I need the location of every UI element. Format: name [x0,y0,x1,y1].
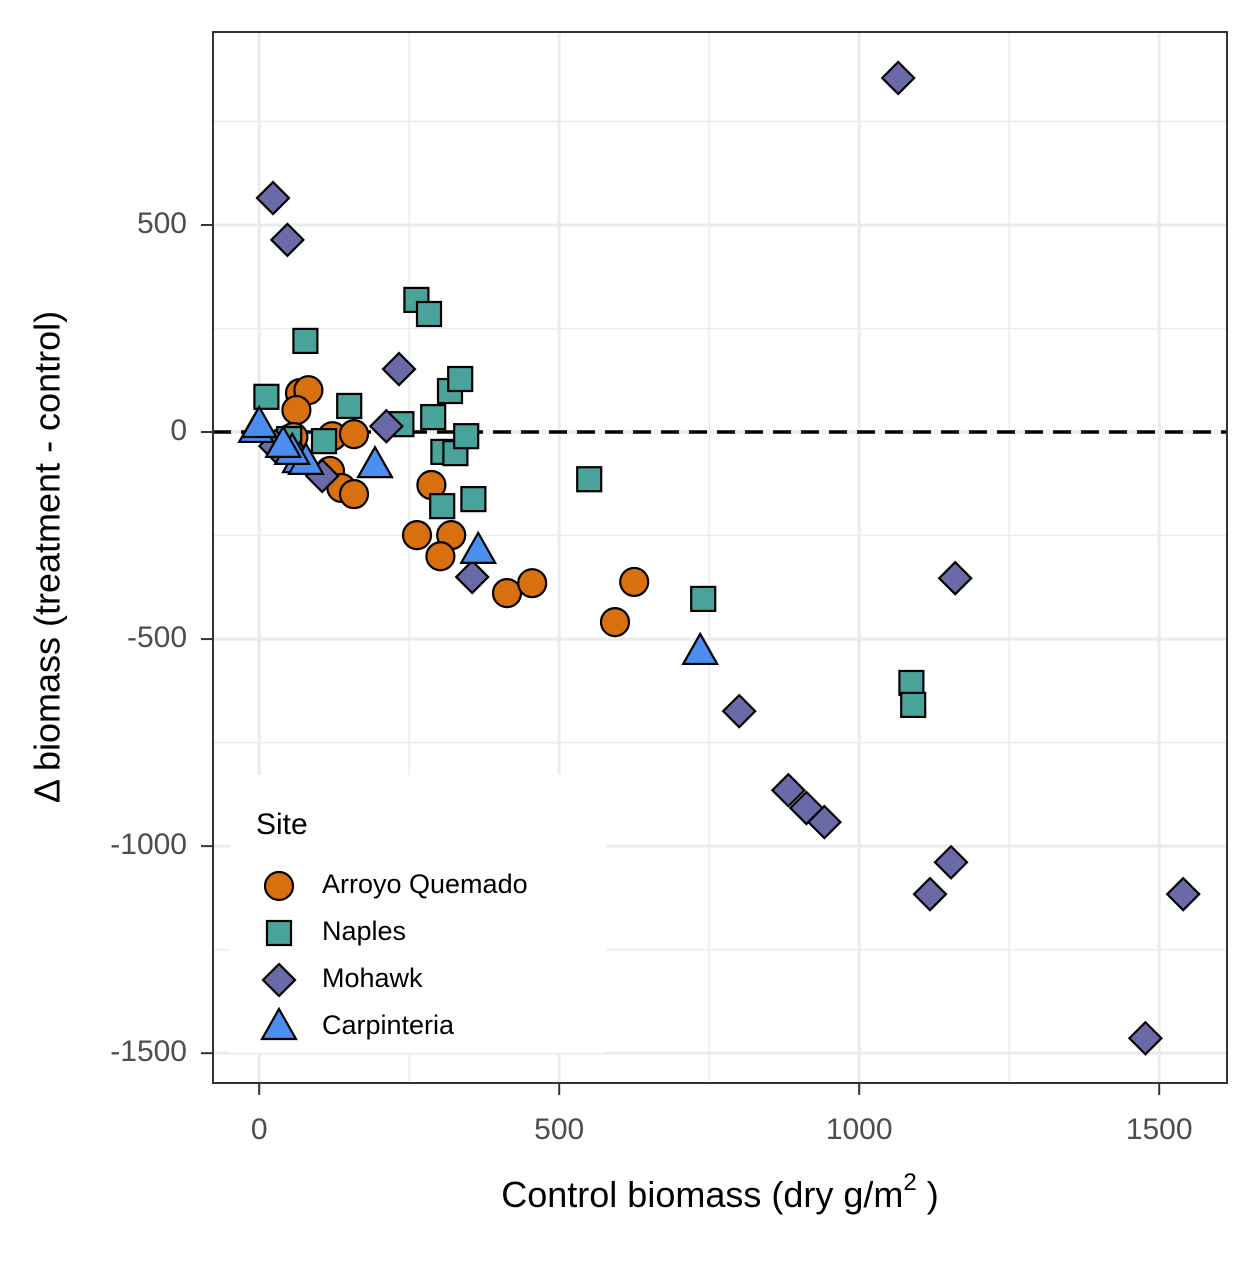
point [933,844,969,880]
point [453,423,480,450]
point [338,418,370,450]
point [381,351,417,387]
legend-symbol [263,870,295,902]
point [454,559,490,595]
point [336,392,363,420]
point [770,772,806,808]
grid [213,32,1227,1083]
point [937,560,973,596]
point [517,568,548,599]
y-tick-label: -1500 [110,1035,187,1068]
x-axis-label-part: 2 [903,1169,916,1196]
point [491,578,523,609]
legend-label: Mohawk [322,963,423,993]
point [255,180,291,216]
point [619,566,650,598]
axes: 0 500 1000 1500 500 0 -500 -1000 -1500 [110,207,1192,1146]
point [721,693,757,729]
legend-symbol [260,1006,298,1041]
y-tick-label: 0 [170,414,187,447]
point [425,541,456,572]
point [1127,1020,1163,1056]
point [415,300,443,328]
point [281,394,312,426]
x-tick-label: 1500 [1126,1113,1193,1146]
x-tick-label: 1000 [826,1113,893,1146]
point [912,876,948,912]
point [806,804,842,840]
point [429,493,456,520]
point [253,383,280,410]
point [599,607,631,638]
point [401,520,433,551]
x-tick-label: 500 [534,1113,584,1146]
x-axis-label-part: Control biomass (dry g/m [501,1174,903,1215]
y-axis-label: Δ biomass (treatment - control) [27,311,68,803]
points [237,60,1201,1056]
legend-background [230,775,606,1053]
point [1165,876,1201,912]
point [420,404,447,431]
point [447,365,474,393]
y-tick-label: 500 [137,207,187,240]
legend: Site Arroyo Quemado Naples Mohawk Carpinteri… [230,775,606,1053]
x-tick-label: 0 [251,1113,268,1146]
point [240,404,279,439]
panel-border [212,31,1228,1084]
x-axis-label-part: ) [917,1174,939,1215]
point [880,60,916,96]
point [338,479,370,510]
point [368,408,404,444]
point [292,327,319,355]
y-tick-label: -1000 [110,828,187,861]
point [459,530,498,564]
point [310,428,338,455]
point [681,631,720,666]
legend-symbol [265,919,293,947]
legend-symbol [261,962,297,998]
legend-label: Carpinteria [322,1010,455,1040]
y-tick-label: -500 [127,621,187,654]
point [356,444,394,479]
point [900,691,927,719]
point [264,424,303,458]
point [269,222,305,258]
point [898,669,925,697]
legend-label: Arroyo Quemado [322,869,528,899]
x-axis-label: Control biomass (dry g/m2 ) [501,1169,938,1215]
legend-label: Naples [322,916,406,946]
point [576,466,603,493]
point [460,486,487,513]
point [690,585,717,613]
legend-title: Site [256,808,308,841]
